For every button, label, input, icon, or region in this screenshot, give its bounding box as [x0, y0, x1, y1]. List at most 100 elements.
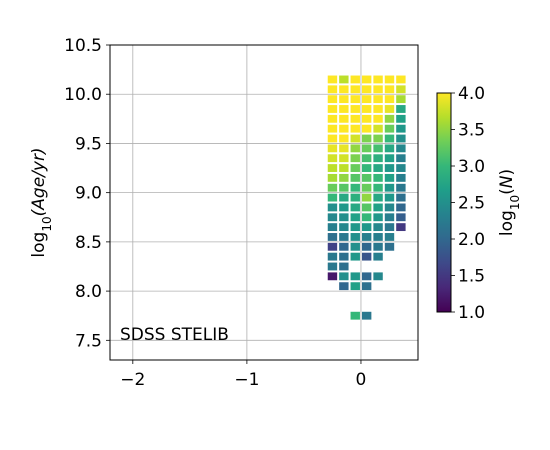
heatmap-cell	[350, 233, 360, 241]
heatmap-cell	[396, 164, 406, 172]
heatmap-cell	[384, 95, 395, 104]
heatmap-cell	[327, 223, 338, 232]
heatmap-cell	[384, 114, 395, 123]
heatmap-cell	[373, 233, 383, 241]
heatmap-cell	[361, 114, 372, 123]
heatmap-cell	[350, 193, 360, 202]
heatmap-cell	[384, 242, 395, 251]
heatmap-cell	[361, 173, 372, 182]
y-tick-label: 8.5	[75, 233, 102, 253]
heatmap-cell	[373, 173, 383, 182]
heatmap-cell	[350, 105, 360, 113]
heatmap-cell	[339, 173, 349, 182]
heatmap-cell	[327, 164, 338, 172]
heatmap-cell	[327, 95, 338, 104]
colorbar-tick-label: 4.0	[458, 84, 485, 104]
colorbar-ticks: 1.0 1.5 2.0 2.5 3.0 3.5 4.0	[451, 84, 485, 323]
heatmap-cell	[327, 242, 338, 251]
heatmap-cell	[384, 154, 395, 163]
heatmap-cell	[327, 144, 338, 153]
heatmap-cells	[327, 75, 406, 320]
heatmap-cell	[350, 114, 360, 123]
heatmap-cell	[384, 164, 395, 172]
heatmap-cell	[384, 213, 395, 222]
heatmap-cell	[384, 105, 395, 113]
heatmap-cell	[396, 183, 406, 192]
heatmap-cell	[361, 183, 372, 192]
plot-annotation: SDSS STELIB	[120, 325, 229, 345]
heatmap-cell	[373, 114, 383, 123]
heatmap-cell	[373, 164, 383, 172]
heatmap-cell	[373, 105, 383, 113]
heatmap-cell	[396, 95, 406, 104]
heatmap-cell	[373, 252, 383, 261]
heatmap-cell	[361, 193, 372, 202]
heatmap-cell	[327, 252, 338, 261]
heatmap-cell	[396, 124, 406, 133]
colorbar-label: log10(N)	[497, 169, 522, 236]
heatmap-cell	[384, 203, 395, 212]
heatmap-cell	[339, 144, 349, 153]
colorbar-tick-label: 1.5	[458, 267, 485, 287]
heatmap-cell	[339, 223, 349, 232]
heatmap-cell	[350, 282, 360, 291]
heatmap-cell	[396, 75, 406, 84]
heatmap-cell	[384, 75, 395, 84]
heatmap-cell	[327, 183, 338, 192]
x-tick-label: −1	[234, 370, 259, 390]
heatmap-cell	[396, 223, 406, 232]
heatmap-cell	[373, 124, 383, 133]
x-axis-ticks: −2 −1 0	[120, 360, 366, 390]
heatmap-cell	[373, 242, 383, 251]
heatmap-cell	[350, 154, 360, 163]
heatmap-cell	[396, 105, 406, 113]
y-tick-label: 10.0	[64, 85, 102, 105]
heatmap-cell	[373, 183, 383, 192]
heatmap-cell	[339, 134, 349, 143]
heatmap-cell	[339, 85, 349, 94]
heatmap-cell	[339, 272, 349, 281]
colorbar-tick-label: 2.0	[458, 230, 485, 250]
heatmap-cell	[361, 203, 372, 212]
heatmap-cell	[384, 173, 395, 182]
heatmap-cell	[361, 311, 372, 320]
heatmap-cell	[384, 193, 395, 202]
heatmap-cell	[361, 223, 372, 232]
heatmap-cell	[327, 233, 338, 241]
y-axis-ticks: 7.5 8.0 8.5 9.0 9.5 10.0 10.5	[64, 36, 110, 351]
y-tick-label: 9.5	[75, 134, 102, 154]
heatmap-cell	[350, 75, 360, 84]
y-axis-label: log10(Age/yr)	[29, 147, 54, 257]
heatmap-cell	[339, 282, 349, 291]
heatmap-cell	[339, 242, 349, 251]
colorbar	[436, 92, 452, 313]
heatmap-cell	[384, 144, 395, 153]
heatmap-cell	[361, 213, 372, 222]
heatmap-cell	[361, 95, 372, 104]
heatmap-cell	[361, 144, 372, 153]
heatmap-cell	[350, 134, 360, 143]
heatmap-cell	[339, 154, 349, 163]
y-tick-label: 10.5	[64, 36, 102, 56]
heatmap-cell	[350, 173, 360, 182]
heatmap-cell	[396, 203, 406, 212]
y-tick-label: 7.5	[75, 331, 102, 351]
heatmap-cell	[327, 262, 338, 271]
y-tick-label: 8.0	[75, 282, 102, 302]
heatmap-cell	[350, 242, 360, 251]
heatmap-cell	[361, 124, 372, 133]
heatmap-cell	[327, 85, 338, 94]
colorbar-tick-label: 1.0	[458, 303, 485, 323]
x-tick-label: −2	[120, 370, 145, 390]
grid-lines	[110, 44, 418, 360]
heatmap-cell	[339, 95, 349, 104]
heatmap-cell	[327, 105, 338, 113]
heatmap-cell	[327, 154, 338, 163]
heatmap-cell	[396, 134, 406, 143]
heatmap-cell	[350, 311, 360, 320]
heatmap-cell	[327, 114, 338, 123]
heatmap-cell	[361, 233, 372, 241]
heatmap-cell	[361, 252, 372, 261]
heatmap-cell	[384, 183, 395, 192]
